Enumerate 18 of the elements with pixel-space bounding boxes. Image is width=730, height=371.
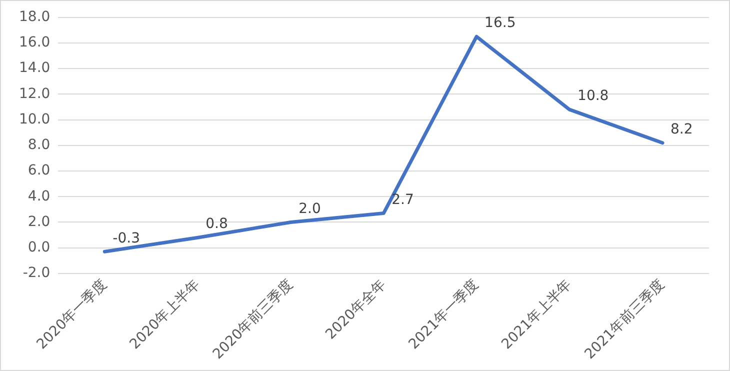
y-tick-label: 0.0 (28, 239, 50, 256)
y-tick-label: 10.0 (19, 111, 50, 128)
y-tick-label: 18.0 (19, 9, 50, 26)
y-tick-label: 8.0 (28, 137, 50, 154)
y-tick-label: 14.0 (19, 60, 50, 76)
data-label: -0.3 (112, 230, 140, 246)
data-label: 8.2 (670, 121, 693, 138)
y-tick-label: 16.0 (19, 34, 50, 51)
data-label: 0.8 (206, 216, 228, 232)
data-label: 2.7 (392, 192, 414, 208)
y-tick-label: 6.0 (28, 162, 50, 179)
y-tick-label: 4.0 (28, 188, 50, 204)
y-tick-label: 12.0 (19, 86, 50, 102)
y-tick-label: 2.0 (28, 214, 50, 230)
data-label: 16.5 (484, 15, 516, 32)
y-tick-label: -2.0 (22, 265, 50, 282)
data-label: 10.8 (578, 88, 609, 104)
data-label: 2.0 (298, 200, 321, 217)
